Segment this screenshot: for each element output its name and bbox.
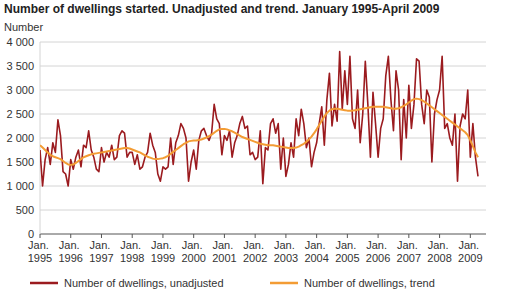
y-tick-label: 2 000 bbox=[6, 132, 34, 144]
grid-line bbox=[40, 90, 486, 91]
plot-area bbox=[40, 52, 478, 186]
x-tick-label: Jan. 2002 bbox=[243, 239, 267, 264]
x-tick-label: Jan. 1995 bbox=[28, 239, 52, 264]
grid-line bbox=[40, 42, 486, 43]
y-tick-label: 3 500 bbox=[6, 60, 34, 72]
chart: Number of dwellings started. Unadjusted … bbox=[0, 0, 510, 300]
y-tick-label: 1 000 bbox=[6, 180, 34, 192]
x-tick-label: Jan. 2007 bbox=[397, 239, 421, 264]
x-tick-label: Jan. 1998 bbox=[120, 239, 144, 264]
y-tick-label: 500 bbox=[16, 204, 34, 216]
series-line bbox=[40, 99, 478, 165]
x-tick-label: Jan. 2000 bbox=[181, 239, 205, 264]
x-tick-label: Jan. 2001 bbox=[212, 239, 236, 264]
x-tick-label: Jan. 2009 bbox=[458, 239, 482, 264]
y-tick-label: 4 000 bbox=[6, 36, 34, 48]
x-tick-label: Jan. 2008 bbox=[427, 239, 451, 264]
x-tick-label: Jan. 2006 bbox=[366, 239, 390, 264]
grid-line bbox=[40, 114, 486, 115]
legend-swatch bbox=[270, 282, 298, 285]
x-tick-label: Jan. 2005 bbox=[335, 239, 359, 264]
x-tick bbox=[347, 234, 348, 238]
title: Number of dwellings started. Unadjusted … bbox=[4, 2, 440, 16]
x-tick-label: Jan. 1996 bbox=[58, 239, 82, 264]
x-tick-label: Jan. 2004 bbox=[304, 239, 328, 264]
x-tick bbox=[132, 234, 133, 238]
x-tick bbox=[224, 234, 225, 238]
series-line bbox=[40, 52, 478, 186]
x-tick bbox=[408, 234, 409, 238]
x-tick bbox=[101, 234, 102, 238]
y-tick-label: 2 500 bbox=[6, 108, 34, 120]
x-tick bbox=[70, 234, 71, 238]
y-tick-label: 3 000 bbox=[6, 84, 34, 96]
legend-swatch bbox=[30, 282, 58, 285]
grid-line bbox=[40, 186, 486, 187]
x-tick-label: Jan. 1997 bbox=[89, 239, 113, 264]
legend-label: Number of dwellings, trend bbox=[304, 277, 435, 289]
x-tick bbox=[255, 234, 256, 238]
x-tick bbox=[193, 234, 194, 238]
grid-line bbox=[40, 210, 486, 211]
y-tick-label: 1 500 bbox=[6, 156, 34, 168]
grid-line bbox=[40, 162, 486, 163]
x-tick bbox=[162, 234, 163, 238]
x-tick bbox=[378, 234, 379, 238]
y-axis-label: Number bbox=[4, 21, 43, 33]
x-tick-label: Jan. 1999 bbox=[151, 239, 175, 264]
grid-line bbox=[40, 234, 486, 235]
x-tick bbox=[439, 234, 440, 238]
grid-line bbox=[40, 138, 486, 139]
y-axis-line bbox=[40, 42, 41, 234]
x-tick bbox=[470, 234, 471, 238]
legend-label: Number of dwellings, unadjusted bbox=[64, 277, 224, 289]
x-tick bbox=[316, 234, 317, 238]
x-tick-label: Jan. 2003 bbox=[274, 239, 298, 264]
x-tick bbox=[40, 234, 41, 238]
x-tick bbox=[285, 234, 286, 238]
